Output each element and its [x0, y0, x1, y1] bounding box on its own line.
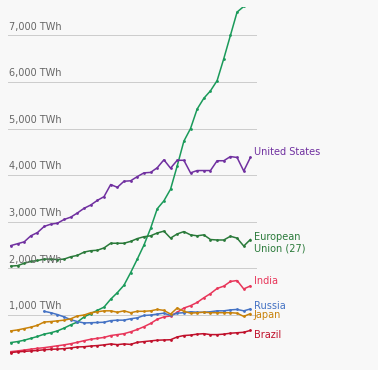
Text: 2,000 TWh: 2,000 TWh — [9, 255, 62, 265]
Text: European
Union (27): European Union (27) — [254, 232, 305, 253]
Text: United States: United States — [254, 147, 320, 157]
Text: 5,000 TWh: 5,000 TWh — [9, 115, 62, 125]
Text: India: India — [254, 276, 278, 286]
Text: 7,000 TWh: 7,000 TWh — [9, 21, 62, 32]
Text: 3,000 TWh: 3,000 TWh — [9, 208, 61, 218]
Text: Japan: Japan — [254, 310, 281, 320]
Text: 6,000 TWh: 6,000 TWh — [9, 68, 61, 78]
Text: 4,000 TWh: 4,000 TWh — [9, 161, 61, 171]
Text: Brazil: Brazil — [254, 330, 281, 340]
Text: 1,000 TWh: 1,000 TWh — [9, 301, 61, 311]
Text: Russia: Russia — [254, 301, 285, 311]
